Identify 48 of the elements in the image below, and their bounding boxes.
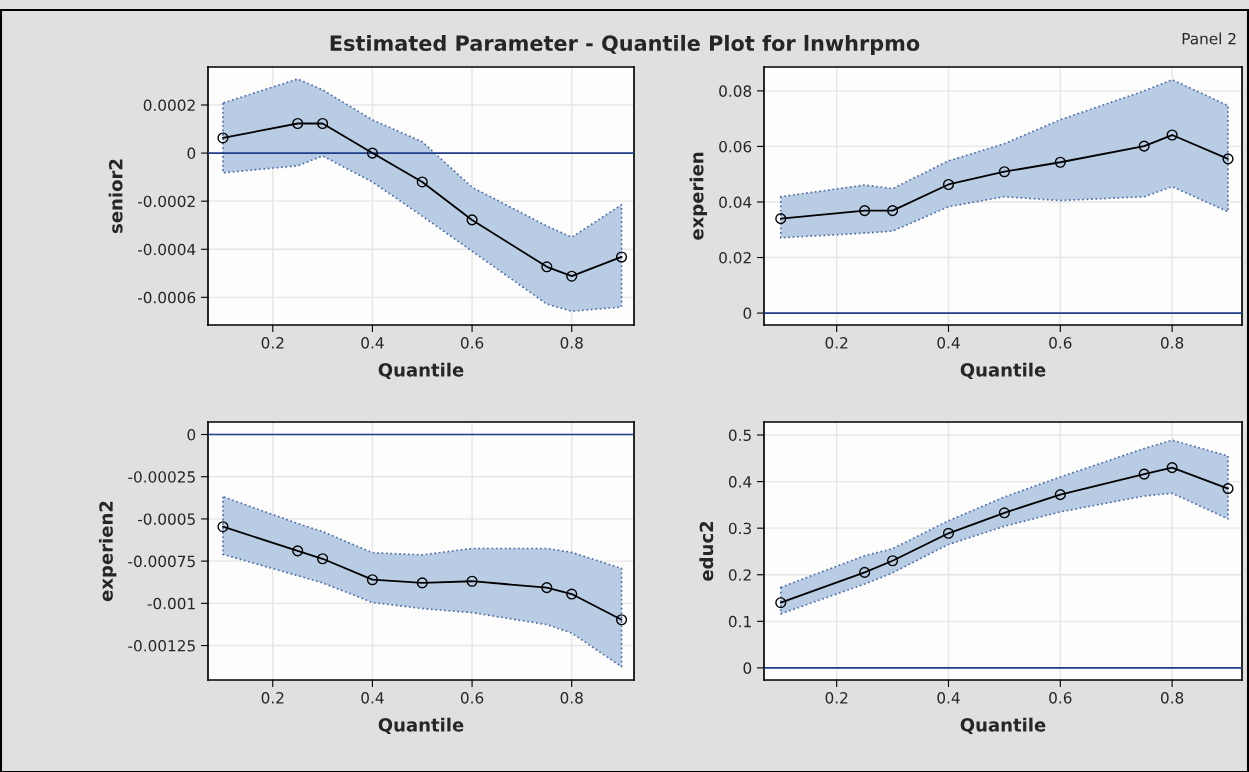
y-tick-label: 0 [187,147,196,160]
x-tick-label: 0.2 [261,692,284,704]
y-tick-label: 0.3 [728,522,751,535]
x-tick-label: 0.8 [1160,692,1184,704]
x-tick-label: 0.2 [825,692,848,704]
y-tick-label: -0.0002 [137,195,195,208]
y-tick-label: 0.0002 [143,99,195,112]
x-tick-label: 0.2 [825,337,848,349]
x-axis-title: Quantile [960,717,1046,735]
y-tick-label: 0 [187,428,196,441]
x-tick-label: 0.4 [361,692,384,704]
y-axis-title: experien2 [98,501,117,602]
y-axis-title: experien [689,152,708,240]
x-tick-label: 0.8 [1160,337,1184,349]
y-tick-label: 0.4 [728,476,752,488]
chart-title: Estimated Parameter - Quantile Plot for lnwhrpmo [330,34,920,56]
y-tick-label: -0.0004 [137,243,196,256]
x-axis-title: Quantile [378,717,464,735]
x-tick-label: 0.4 [937,692,960,704]
x-tick-label: 0.6 [1049,692,1072,704]
text: Panel 2 [1182,32,1236,45]
y-tick-label: 0.1 [728,615,751,628]
y-tick-label: -0.00025 [128,471,195,483]
x-tick-label: 0.6 [1049,337,1072,349]
x-tick-label: 0.4 [361,337,384,349]
y-tick-label: 0.04 [719,196,752,208]
y-axis-title: senior2 [108,159,123,234]
x-axis-title: Quantile [960,362,1046,380]
y-tick-label: 0.2 [728,569,751,581]
x-tick-label: 0.8 [560,692,583,704]
y-tick-label: 0 [743,662,752,674]
y-tick-label: -0.0006 [137,291,196,304]
y-tick-label: -0.00075 [128,555,195,568]
x-tick-label: 0.6 [460,337,484,349]
y-tick-label: -0.0005 [137,513,195,525]
y-tick-label: 0 [743,307,752,320]
y-axis-title: educ2 [699,521,714,581]
y-tick-label: -0.00125 [128,640,195,652]
x-tick-label: 0.8 [560,337,583,349]
y-tick-label: 0.02 [719,251,751,264]
x-tick-label: 0.2 [261,337,284,349]
y-tick-label: 0.08 [719,85,752,97]
y-tick-label: 0.06 [719,140,752,153]
x-axis-title: Quantile [378,362,464,380]
y-tick-label: -0.001 [147,597,195,610]
y-tick-label: 0.5 [728,429,751,442]
x-tick-label: 0.6 [460,692,484,704]
x-tick-label: 0.4 [937,337,960,349]
